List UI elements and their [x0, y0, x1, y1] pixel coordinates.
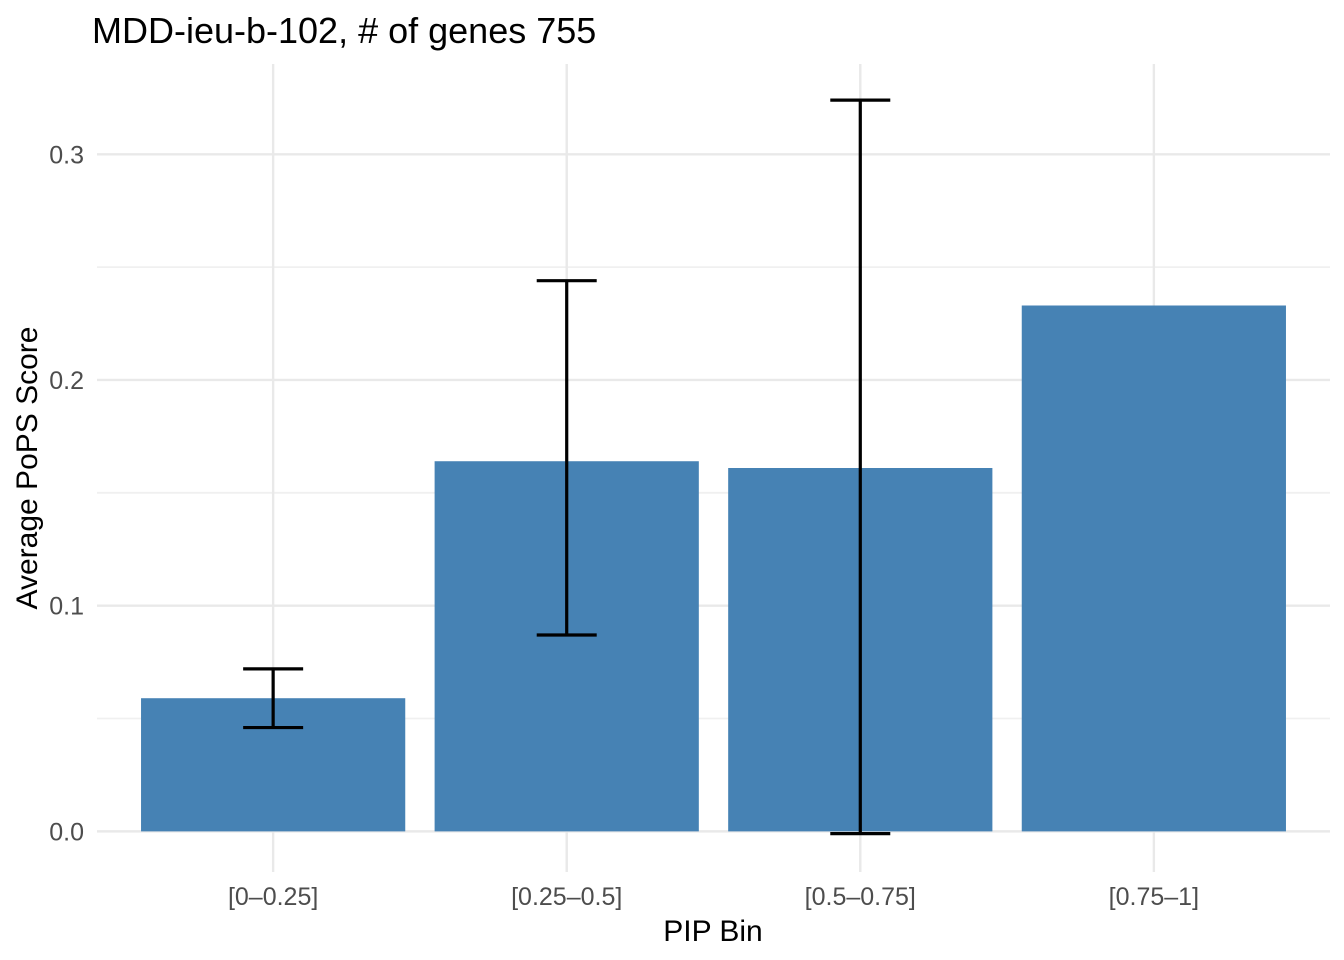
x-tick-label: [0.5–0.75] — [805, 883, 916, 911]
x-tick-label: [0.75–1] — [1109, 883, 1199, 911]
bars — [141, 305, 1286, 832]
y-tick-label: 0.0 — [49, 818, 84, 846]
chart-title: MDD-ieu-b-102, # of genes 755 — [92, 10, 596, 51]
y-tick-label: 0.3 — [49, 141, 84, 169]
error-bar — [536, 279, 597, 637]
bar — [1021, 305, 1286, 832]
error-bar — [243, 667, 304, 730]
x-axis-title: PIP Bin — [663, 915, 763, 948]
y-axis-title: Average PoPS Score — [11, 327, 44, 610]
x-tick-label: [0–0.25] — [228, 883, 318, 911]
y-tick-label: 0.1 — [49, 593, 84, 621]
x-axis-tick-labels: [0–0.25] [0.25–0.5] [0.5–0.75] [0.75–1] — [228, 883, 1199, 911]
x-tick-label: [0.25–0.5] — [511, 883, 622, 911]
y-axis-tick-labels: 0.0 0.1 0.2 0.3 — [49, 141, 84, 846]
y-tick-label: 0.2 — [49, 367, 84, 395]
error-bar — [830, 98, 891, 836]
error-bars — [243, 98, 891, 836]
